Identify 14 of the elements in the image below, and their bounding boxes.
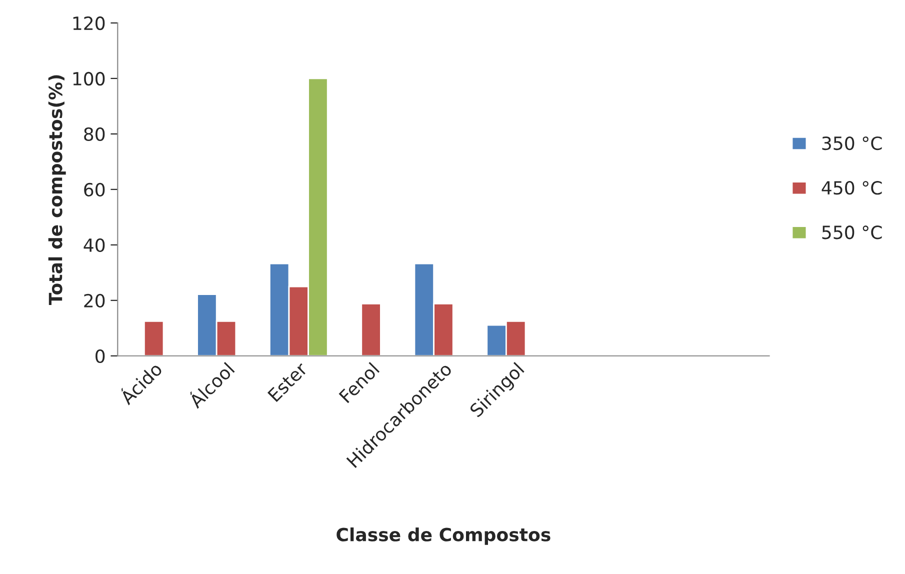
x-axis-title: Classe de Compostos	[336, 527, 550, 545]
y-tick-label: 100	[73, 72, 105, 86]
y-tick-label: 80	[84, 127, 105, 142]
y-tick-label: 120	[73, 16, 105, 30]
legend-label: 450 °C	[822, 181, 882, 195]
y-tick-label: 20	[84, 294, 105, 308]
y-axis-title: Total de compostos(%)	[48, 75, 66, 306]
y-tick-label: 40	[84, 238, 105, 252]
bar	[360, 303, 382, 356]
legend-label: 350 °C	[822, 136, 882, 150]
y-tick-label: 60	[84, 182, 105, 197]
legend-label: 550 °C	[822, 226, 882, 240]
y-tick-label: 0	[96, 349, 105, 363]
bar	[144, 320, 164, 356]
